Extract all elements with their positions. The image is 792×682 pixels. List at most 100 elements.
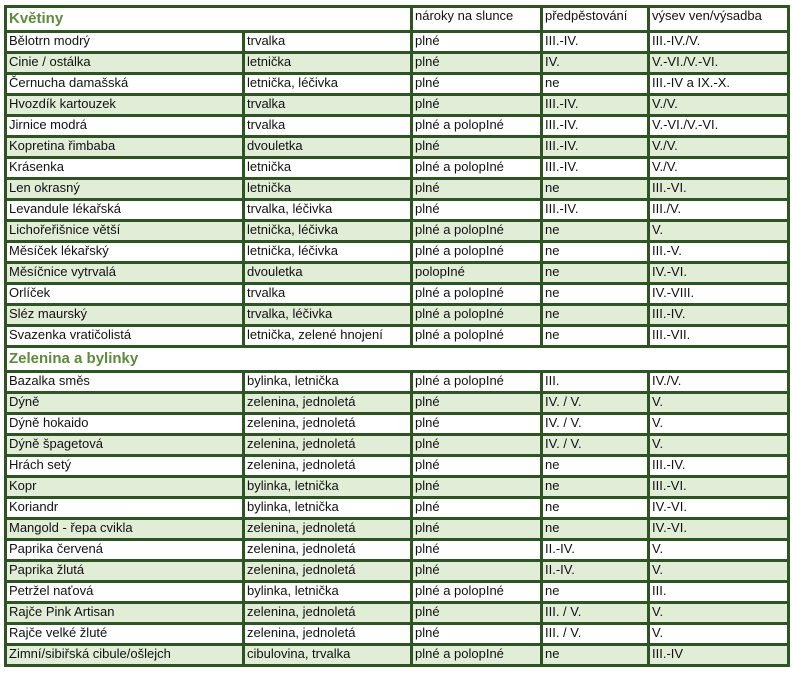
plant-type: letnička — [242, 156, 413, 180]
plant-type: zelenina, jednoletá — [242, 559, 413, 583]
pre-growing: ne — [540, 517, 650, 541]
table-row: Rajče Pink Artisan zelenina, jednoletá pln… — [4, 601, 790, 625]
plant-type: zelenina, jednoletá — [242, 433, 413, 457]
sun-requirement: plné — [410, 412, 543, 436]
pre-growing: ne — [540, 580, 650, 604]
plant-type: letnička — [242, 51, 413, 75]
plant-type: zelenina, jednoletá — [242, 517, 413, 541]
pre-growing: ne — [540, 496, 650, 520]
pre-growing: III.-IV. — [540, 156, 650, 180]
pre-growing: ne — [540, 177, 650, 201]
pre-growing: ne — [540, 72, 650, 96]
sun-requirement: polopIné — [410, 261, 543, 285]
pre-growing: ne — [540, 261, 650, 285]
plant-type: letnička, léčivka — [242, 72, 413, 96]
sun-requirement: plné a polopIné — [410, 324, 543, 348]
sowing-planting: III./V. — [647, 198, 790, 222]
pre-growing: III.-IV. — [540, 135, 650, 159]
table-row: Petržel naťová bylinka, letnička plné a po… — [4, 580, 790, 604]
plant-name: Lichořeřišnice větší — [4, 219, 245, 243]
table-row: Dýně zelenina, jednoletá plné IV. / V. V. — [4, 391, 790, 415]
pre-growing: ne — [540, 643, 650, 667]
sowing-planting: V.-VI./V.-VI. — [647, 114, 790, 138]
sun-requirement: plné — [410, 391, 543, 415]
plant-name: Sléz maurský — [4, 303, 245, 327]
table-row: Měsíčnice vytrvalá dvouletka polopIné ne IV.… — [4, 261, 790, 285]
section-title: Květiny — [4, 5, 413, 33]
pre-growing: ne — [540, 240, 650, 264]
plant-name: Orlíček — [4, 282, 245, 306]
sowing-planting: V./V. — [647, 156, 790, 180]
section-header: Zelenina a bylinky — [4, 345, 790, 373]
sowing-planting: V. — [647, 219, 790, 243]
plant-name: Rajče Pink Artisan — [4, 601, 245, 625]
plant-type: letnička, léčivka — [242, 219, 413, 243]
pre-growing: III.-IV. — [540, 93, 650, 117]
plant-table: Květiny nároky na slunce předpěstování výse… — [4, 5, 790, 667]
plant-name: Cinie / ostálka — [4, 51, 245, 75]
sowing-planting: III. — [647, 580, 790, 604]
table-row: Dýně hokaido zelenina, jednoletá plné IV. /… — [4, 412, 790, 436]
plant-type: dvouletka — [242, 135, 413, 159]
sun-requirement: plné — [410, 93, 543, 117]
plant-name: Rajče velké žluté — [4, 622, 245, 646]
sowing-planting: III.-IV — [647, 643, 790, 667]
table-row: Černucha damašská letnička, léčivka plné ne… — [4, 72, 790, 96]
sowing-planting: V. — [647, 601, 790, 625]
plant-name: Bělotrn modrý — [4, 30, 245, 54]
plant-name: Hvozdík kartouzek — [4, 93, 245, 117]
sun-requirement: plné a polopIné — [410, 370, 543, 394]
pre-growing: III.-IV. — [540, 198, 650, 222]
sun-requirement: plné — [410, 622, 543, 646]
sun-requirement: plné — [410, 198, 543, 222]
plant-name: Len okrasný — [4, 177, 245, 201]
table-row: Jirnice modrá trvalka plné a polopIné III.-… — [4, 114, 790, 138]
sowing-planting: V. — [647, 622, 790, 646]
table-row: Sléz maurský trvalka, léčivka plné a polop… — [4, 303, 790, 327]
table-row: Krásenka letnička plné a polopIné III.-IV. V… — [4, 156, 790, 180]
pre-growing: ne — [540, 454, 650, 478]
sun-requirement: plné a polopIné — [410, 219, 543, 243]
sun-requirement: plné a polopIné — [410, 240, 543, 264]
table-row: Koriandr bylinka, letnička plné ne IV.-VI. — [4, 496, 790, 520]
sun-requirement: plné — [410, 51, 543, 75]
pre-growing: III.-IV. — [540, 114, 650, 138]
plant-name: Dýně hokaido — [4, 412, 245, 436]
sun-requirement: plné — [410, 433, 543, 457]
table-row: Svazenka vratičolistá letnička, zelené hn… — [4, 324, 790, 348]
plant-name: Svazenka vratičolistá — [4, 324, 245, 348]
pre-growing: IV. / V. — [540, 412, 650, 436]
plant-name: Jirnice modrá — [4, 114, 245, 138]
sun-requirement: plné a polopIné — [410, 282, 543, 306]
sowing-planting: IV.-VI. — [647, 517, 790, 541]
sun-requirement: plné a polopIné — [410, 643, 543, 667]
plant-name: Kopretina řimbaba — [4, 135, 245, 159]
plant-type: zelenina, jednoletá — [242, 412, 413, 436]
plant-type: zelenina, jednoletá — [242, 622, 413, 646]
sun-requirement: plné — [410, 72, 543, 96]
plant-type: dvouletka — [242, 261, 413, 285]
plant-name: Měsíček lékařský — [4, 240, 245, 264]
sun-requirement: plné — [410, 601, 543, 625]
pre-growing: II.-IV. — [540, 538, 650, 562]
plant-type: trvalka — [242, 30, 413, 54]
plant-type: trvalka, léčivka — [242, 303, 413, 327]
column-header: výsev ven/výsadba — [647, 5, 790, 33]
sun-requirement: plné — [410, 135, 543, 159]
pre-growing: ne — [540, 324, 650, 348]
table-row: Kopretina řimbaba dvouletka plné III.-IV. V.… — [4, 135, 790, 159]
plant-name: Krásenka — [4, 156, 245, 180]
sowing-planting: III.-VII. — [647, 324, 790, 348]
table-row: Rajče velké žluté zelenina, jednoletá plné… — [4, 622, 790, 646]
sun-requirement: plné — [410, 475, 543, 499]
sowing-planting: IV.-VI. — [647, 261, 790, 285]
pre-growing: III. / V. — [540, 601, 650, 625]
pre-growing: IV. / V. — [540, 391, 650, 415]
table-row: Kopr bylinka, letnička plné ne III.-VI. — [4, 475, 790, 499]
plant-name: Kopr — [4, 475, 245, 499]
table-row: Měsíček lékařský letnička, léčivka plné a … — [4, 240, 790, 264]
plant-type: zelenina, jednoletá — [242, 601, 413, 625]
sowing-planting: III.-IV. — [647, 454, 790, 478]
table-row: Paprika žlutá zelenina, jednoletá plné II.-… — [4, 559, 790, 583]
sowing-planting: III.-V. — [647, 240, 790, 264]
